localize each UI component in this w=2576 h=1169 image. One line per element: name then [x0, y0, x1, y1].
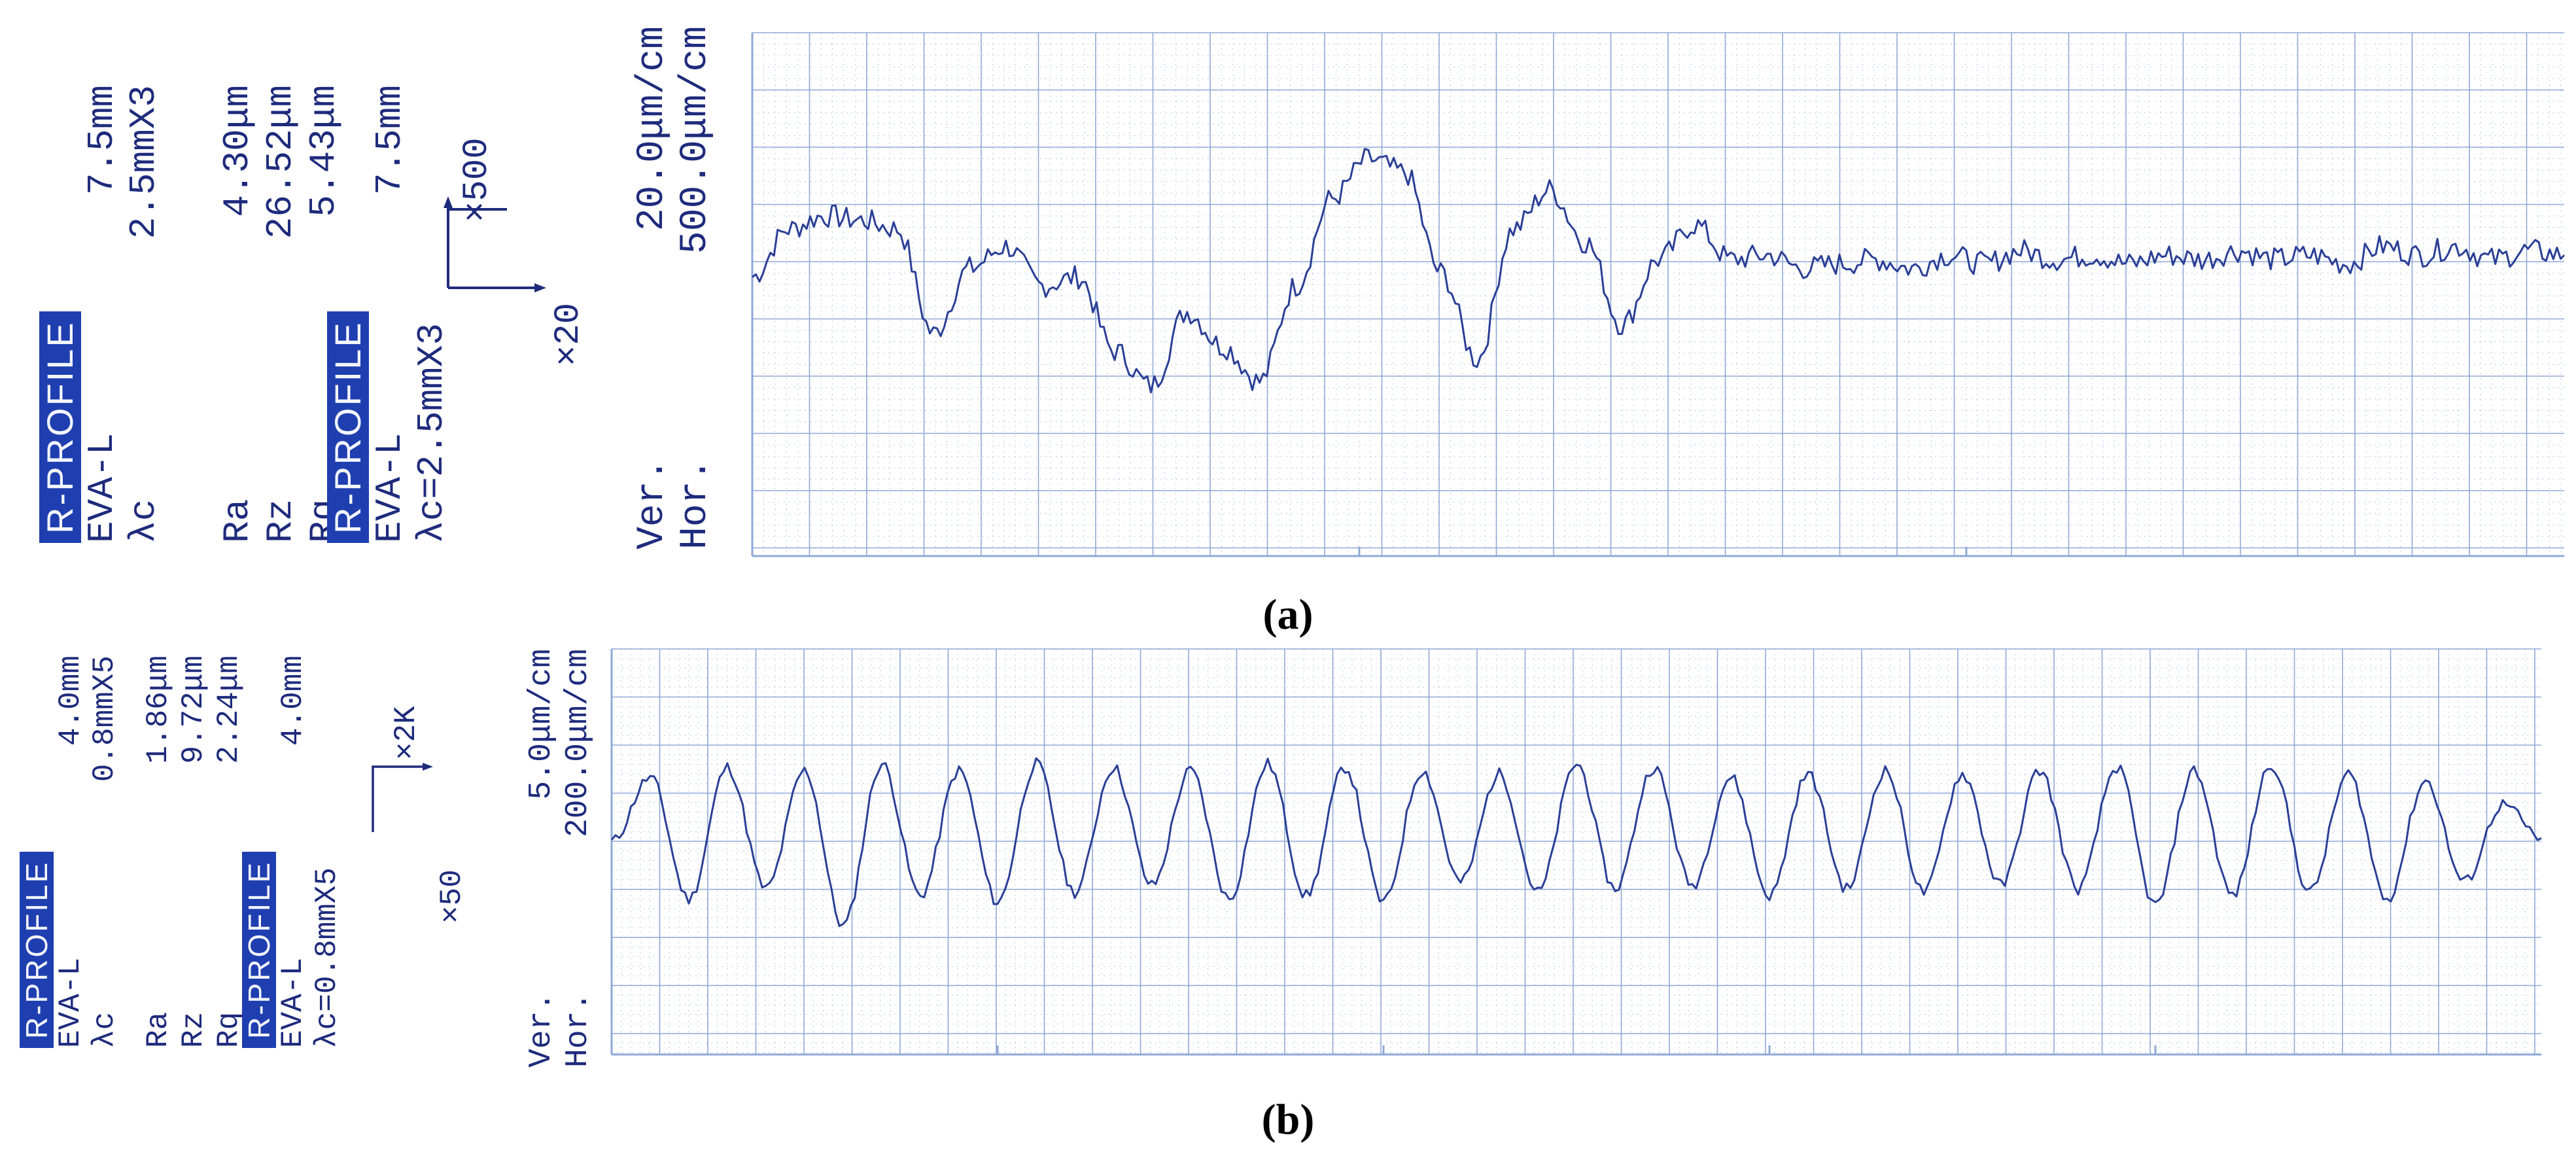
- rz-row: Rz 9.72μm: [177, 655, 211, 1048]
- hor-label: Hor.: [674, 458, 717, 550]
- scale-labels-b: Ver. 5.0μm/cm Hor. 200.0μm/cm: [523, 649, 602, 1068]
- roughness-values-b: Ra 1.86μm Rz 9.72μm Rq 2.24μm: [141, 655, 252, 1048]
- vertical-magnification: ×2K: [389, 706, 423, 760]
- grid: [752, 32, 2564, 556]
- eva-l-row: EVA-L 4.0mm: [54, 655, 88, 1048]
- hor-value: 500.0μm/cm: [674, 26, 717, 254]
- profile-trace: [610, 757, 2542, 928]
- ver-value: 20.0μm/cm: [631, 26, 674, 232]
- r-profile-badge: R-PROFILE: [242, 851, 276, 1048]
- horizontal-magnification: ×20: [549, 302, 589, 366]
- profile-header-a: R-PROFILE EVA-L 7.5mm λc 2.5mmX3: [39, 85, 170, 543]
- vertical-magnification: ×500: [457, 137, 497, 222]
- eva-l-row: EVA-L 7.5mm: [369, 85, 411, 543]
- caption-a: (a): [1262, 591, 1314, 638]
- panel-b: R-PROFILE EVA-L 4.0mm λc 0.8mmX5 Ra 1.86μm …: [0, 629, 2576, 1143]
- magnification-indicator-b: [372, 763, 433, 832]
- profile-filter-b: R-PROFILE EVA-L 4.0mm λc=0.8mmX5: [242, 655, 360, 1048]
- magnification-indicator-a: [444, 196, 546, 292]
- r-profile-badge: R-PROFILE: [20, 851, 54, 1048]
- hor-value: 200.0μm/cm: [561, 649, 596, 838]
- hor-label: Hor.: [561, 992, 596, 1068]
- profile-chart-b: [610, 648, 2542, 1056]
- r-profile-badge: R-PROFILE: [39, 311, 81, 543]
- lambda-c-row: λc 2.5mmX3: [123, 85, 165, 543]
- eva-l-row: EVA-L 7.5mm: [81, 85, 123, 543]
- ra-row: Ra 1.86μm: [141, 655, 175, 1048]
- profile-trace: [752, 148, 2566, 394]
- r-profile-badge: R-PROFILE: [327, 311, 369, 543]
- ver-label: Ver.: [631, 458, 674, 550]
- grid: [611, 648, 2541, 1055]
- rq-row: Rq 2.24μm: [212, 655, 246, 1048]
- profile-header-b: R-PROFILE EVA-L 4.0mm λc 0.8mmX5: [20, 655, 137, 1048]
- ra-row: Ra 4.30μm: [217, 85, 258, 543]
- caption-b: (b): [1261, 1096, 1315, 1143]
- ver-label: Ver.: [524, 992, 559, 1068]
- panel-a: R-PROFILE EVA-L 7.5mm λc 2.5mmX3 Ra 4.30μm …: [39, 26, 2566, 638]
- lambda-c-line: λc=0.8mmX5: [310, 867, 344, 1048]
- ver-value: 5.0μm/cm: [524, 649, 559, 800]
- rz-row: Rz 26.52μm: [260, 85, 302, 543]
- scale-labels-a: Ver. 20.0μm/cm Hor. 500.0μm/cm: [631, 26, 723, 550]
- profile-chart-a: [751, 32, 2566, 557]
- lambda-c-row: λc 0.8mmX5: [88, 655, 122, 1048]
- eva-l-row: EVA-L 4.0mm: [276, 655, 310, 1048]
- horizontal-magnification: ×50: [435, 869, 469, 924]
